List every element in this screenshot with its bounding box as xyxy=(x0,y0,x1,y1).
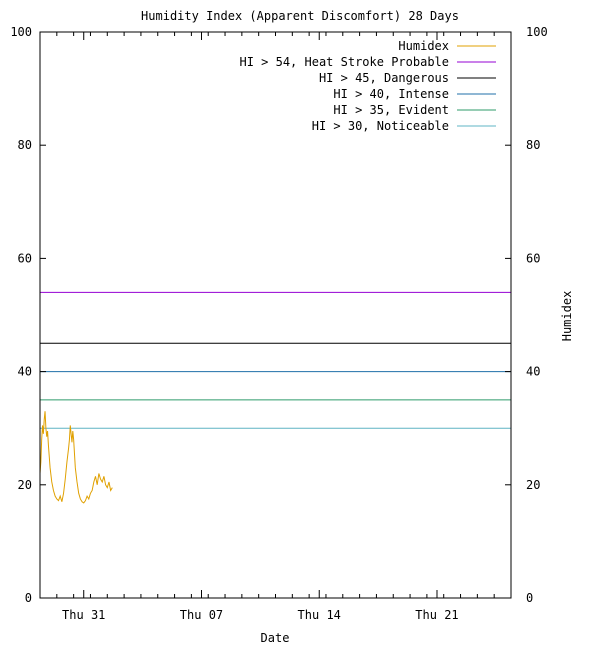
y-tick-label-left: 100 xyxy=(10,25,32,39)
y-tick-label-left: 60 xyxy=(18,251,32,265)
threshold-lines xyxy=(40,291,511,429)
series-line-humidex xyxy=(39,411,113,504)
y-tick-label-left: 80 xyxy=(18,138,32,152)
legend-label: HI > 45, Dangerous xyxy=(319,71,449,85)
legend-label: HI > 30, Noticeable xyxy=(312,119,449,133)
y-tick-label-left: 0 xyxy=(25,591,32,605)
legend-label: HI > 35, Evident xyxy=(333,103,449,117)
series-layer xyxy=(39,411,113,504)
y-tick-label-right: 60 xyxy=(526,251,540,265)
legend-label: HI > 54, Heat Stroke Probable xyxy=(239,55,449,69)
legend: Humidex HI > 54, Heat Stroke Probable HI >… xyxy=(239,39,496,133)
y-tick-label-left: 40 xyxy=(18,365,32,379)
x-tick-label: Thu 07 xyxy=(180,608,223,622)
y-tick-label-right: 100 xyxy=(526,25,548,39)
x-tick-label: Thu 21 xyxy=(415,608,458,622)
legend-label: Humidex xyxy=(398,39,449,53)
legend-label: HI > 40, Intense xyxy=(333,87,449,101)
x-tick-label: Thu 14 xyxy=(298,608,341,622)
y-tick-label-right: 20 xyxy=(526,478,540,492)
x-tick-label: Thu 31 xyxy=(62,608,105,622)
x-axis-label: Date xyxy=(261,631,290,645)
y-tick-label-right: 80 xyxy=(526,138,540,152)
y-tick-label-left: 20 xyxy=(18,478,32,492)
chart-title: Humidity Index (Apparent Discomfort) 28 … xyxy=(141,9,459,23)
y-axis-label-right: Humidex xyxy=(560,291,574,342)
axes: 0 0 20 20 40 40 60 60 80 80 100 100 Thu 31 Thu 07 Thu … xyxy=(10,25,547,622)
y-tick-label-right: 0 xyxy=(526,591,533,605)
y-tick-label-right: 40 xyxy=(526,365,540,379)
